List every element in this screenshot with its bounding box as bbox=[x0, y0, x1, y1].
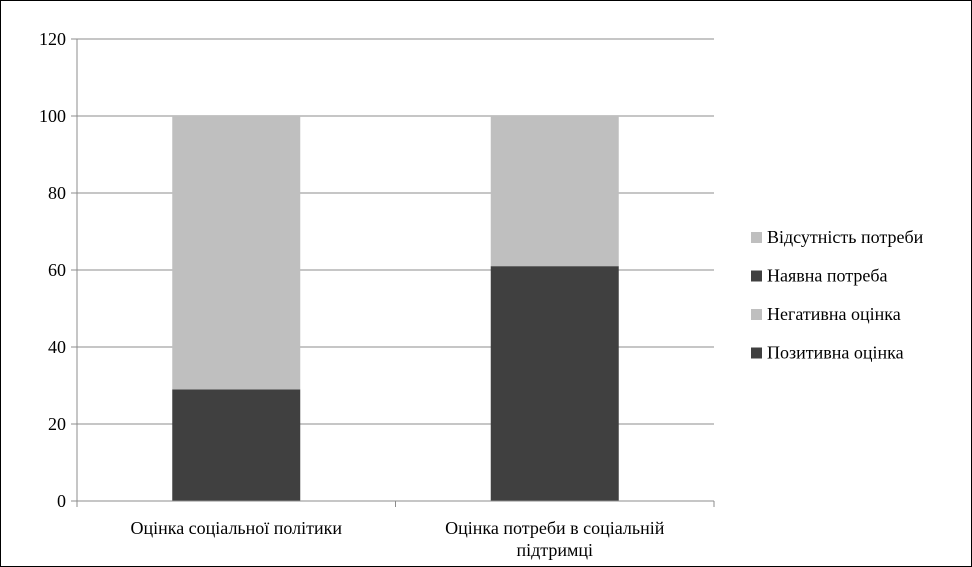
x-category-label: підтримці bbox=[516, 540, 593, 560]
bar-segment bbox=[490, 116, 619, 267]
y-tick-label: 80 bbox=[48, 183, 66, 203]
y-tick-label: 60 bbox=[48, 260, 66, 280]
x-axis-labels: Оцінка соціальної політики Оцінка потреби… bbox=[130, 518, 664, 560]
bar-segment bbox=[172, 116, 301, 390]
x-category-label: Оцінка потреби в соціальній bbox=[445, 518, 665, 538]
bars bbox=[172, 116, 619, 501]
y-tick-label: 120 bbox=[39, 29, 66, 49]
y-tick-label: 40 bbox=[48, 337, 66, 357]
legend-swatch bbox=[751, 270, 762, 282]
y-tick-label: 100 bbox=[39, 106, 66, 126]
x-category-label: Оцінка соціальної політики bbox=[130, 518, 342, 538]
legend-label: Негативна оцінка bbox=[767, 304, 901, 324]
legend-swatch bbox=[751, 232, 762, 243]
legend-swatch bbox=[751, 347, 762, 359]
y-tick-label: 0 bbox=[57, 491, 66, 511]
bar-segment bbox=[490, 266, 619, 501]
legend: Відсутність потреби Наявна потреба Негатив… bbox=[751, 227, 924, 363]
legend-label: Позитивна оцінка bbox=[767, 343, 904, 363]
legend-label: Відсутність потреби bbox=[767, 227, 924, 247]
y-tick-label: 20 bbox=[48, 414, 66, 434]
legend-swatch bbox=[751, 309, 762, 320]
legend-label: Наявна потреба bbox=[767, 266, 888, 286]
y-axis-ticks: 0 20 40 60 80 100 120 bbox=[39, 29, 77, 511]
bar-segment bbox=[172, 389, 301, 501]
